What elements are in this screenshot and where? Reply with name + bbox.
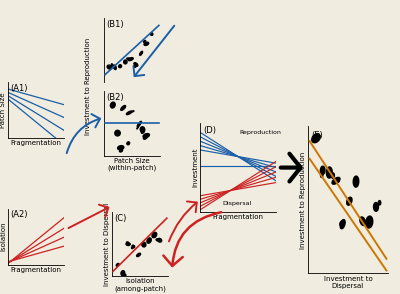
Ellipse shape [115,130,120,136]
X-axis label: Investment to
Dispersal: Investment to Dispersal [324,275,372,288]
Text: Dispersal: Dispersal [223,201,252,206]
Ellipse shape [116,263,119,266]
Ellipse shape [353,176,359,187]
Ellipse shape [340,221,342,225]
Ellipse shape [137,125,139,129]
Ellipse shape [137,121,142,127]
Ellipse shape [132,245,135,248]
Ellipse shape [137,253,140,257]
Ellipse shape [158,238,162,242]
Text: Reproduction: Reproduction [240,130,281,135]
Ellipse shape [126,242,128,243]
Ellipse shape [312,134,320,143]
Ellipse shape [347,197,352,205]
Ellipse shape [140,127,145,132]
Text: (A1): (A1) [10,84,28,93]
Text: Investment to Reproduction: Investment to Reproduction [85,38,91,135]
Ellipse shape [121,271,125,275]
Ellipse shape [118,146,124,150]
Text: (E): (E) [311,131,323,140]
Y-axis label: Investment to Dispersal: Investment to Dispersal [104,202,110,286]
Ellipse shape [360,217,366,225]
Text: (D): (D) [203,126,216,135]
Ellipse shape [140,51,142,55]
X-axis label: Fragmentation: Fragmentation [10,267,62,273]
Ellipse shape [366,216,373,228]
Ellipse shape [156,239,158,241]
Ellipse shape [126,111,132,115]
Ellipse shape [332,173,334,178]
Ellipse shape [127,142,130,145]
Ellipse shape [144,136,148,139]
Ellipse shape [126,243,130,245]
Ellipse shape [143,133,150,138]
Ellipse shape [111,64,113,66]
Ellipse shape [150,33,153,35]
Ellipse shape [107,65,112,69]
Ellipse shape [340,220,345,229]
Text: (A2): (A2) [10,211,28,219]
Ellipse shape [354,180,357,185]
Ellipse shape [320,166,325,174]
Ellipse shape [127,58,129,59]
Ellipse shape [124,274,126,277]
X-axis label: Fragmentation: Fragmentation [212,214,264,220]
Text: (B2): (B2) [106,93,124,102]
Ellipse shape [114,65,116,70]
Ellipse shape [144,41,146,42]
Ellipse shape [131,111,134,112]
X-axis label: Isolation
(among-patch): Isolation (among-patch) [114,278,166,292]
Ellipse shape [118,264,119,265]
Ellipse shape [132,248,133,249]
Ellipse shape [326,167,332,178]
Ellipse shape [120,149,122,152]
Ellipse shape [124,60,127,64]
Ellipse shape [121,106,126,110]
Y-axis label: Investment: Investment [192,148,198,187]
Ellipse shape [142,242,146,247]
X-axis label: Fragmentation: Fragmentation [10,140,62,146]
Y-axis label: Investment to Reproduction: Investment to Reproduction [300,151,306,248]
Ellipse shape [320,173,323,178]
Ellipse shape [119,65,122,68]
Ellipse shape [141,131,144,133]
Ellipse shape [110,102,115,108]
Text: (C): (C) [114,214,127,223]
Ellipse shape [332,177,340,184]
Y-axis label: Patch Size: Patch Size [0,92,6,128]
Ellipse shape [144,42,149,46]
Text: (B1): (B1) [106,20,124,29]
Ellipse shape [134,63,138,66]
Ellipse shape [128,58,133,61]
Ellipse shape [134,66,136,67]
Ellipse shape [152,232,157,238]
X-axis label: Patch Size
(within-patch): Patch Size (within-patch) [107,158,157,171]
Ellipse shape [378,201,381,205]
Ellipse shape [335,180,340,183]
Ellipse shape [374,203,378,211]
Ellipse shape [147,238,151,243]
Y-axis label: Isolation: Isolation [0,222,6,251]
